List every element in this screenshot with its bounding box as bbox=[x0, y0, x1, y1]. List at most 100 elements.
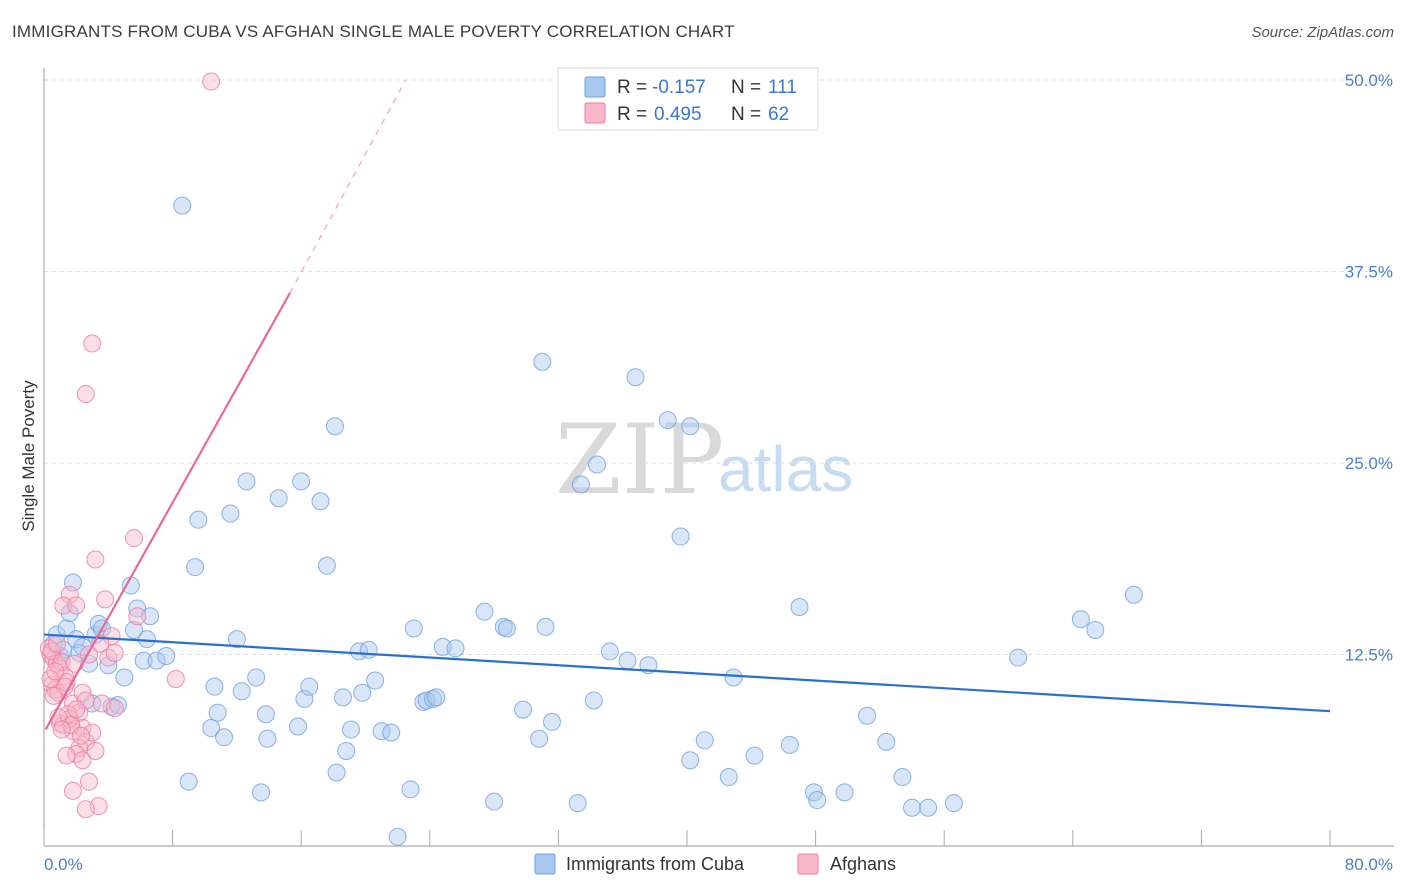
data-point bbox=[128, 607, 147, 626]
data-point bbox=[1086, 620, 1105, 639]
data-point bbox=[67, 596, 86, 615]
data-point bbox=[724, 668, 743, 687]
data-point bbox=[67, 630, 86, 649]
data-point bbox=[417, 691, 436, 710]
data-point bbox=[147, 651, 166, 670]
data-point bbox=[858, 706, 877, 725]
data-point bbox=[485, 792, 504, 811]
data-point bbox=[618, 651, 637, 670]
data-point bbox=[54, 596, 73, 615]
data-point bbox=[292, 472, 311, 491]
bottom-legend-label-afghans: Afghans bbox=[830, 854, 896, 874]
y-tick-labels: 12.5% 25.0% 37.5% 50.0% bbox=[1345, 71, 1393, 665]
x-tick-marks bbox=[43, 830, 1331, 846]
data-point bbox=[681, 751, 700, 770]
data-point bbox=[944, 794, 963, 813]
data-point bbox=[903, 798, 922, 817]
data-point bbox=[105, 643, 124, 662]
data-point bbox=[73, 719, 92, 738]
data-point bbox=[141, 607, 160, 626]
data-point bbox=[600, 642, 619, 661]
data-point bbox=[76, 385, 95, 404]
data-point bbox=[353, 683, 372, 702]
data-point bbox=[533, 352, 552, 371]
data-point bbox=[46, 662, 65, 681]
data-point bbox=[137, 630, 156, 649]
data-point bbox=[237, 472, 256, 491]
data-point bbox=[427, 688, 446, 707]
data-point bbox=[55, 666, 74, 685]
data-point bbox=[681, 417, 700, 436]
data-point bbox=[1009, 648, 1028, 667]
data-point bbox=[52, 720, 71, 739]
data-point bbox=[57, 746, 76, 765]
data-point bbox=[47, 634, 66, 653]
data-point bbox=[658, 411, 677, 430]
data-point bbox=[780, 735, 799, 754]
series-afghans bbox=[39, 72, 221, 819]
data-point bbox=[232, 682, 251, 701]
data-point bbox=[288, 717, 307, 736]
data-point bbox=[105, 699, 124, 718]
data-point bbox=[530, 729, 549, 748]
data-point bbox=[401, 780, 420, 799]
data-point bbox=[475, 602, 494, 621]
data-point bbox=[919, 798, 938, 817]
data-point bbox=[366, 671, 385, 690]
data-point bbox=[300, 677, 319, 696]
data-point bbox=[514, 700, 533, 719]
series-legend: Immigrants from Cuba Afghans bbox=[534, 853, 896, 875]
watermark-atlas: atlas bbox=[718, 433, 853, 505]
data-point bbox=[372, 722, 391, 741]
trend-line-afghans bbox=[44, 292, 291, 731]
data-point bbox=[202, 72, 221, 91]
data-point bbox=[497, 619, 516, 638]
data-point bbox=[86, 550, 105, 569]
bottom-legend-label-cuba: Immigrants from Cuba bbox=[566, 854, 745, 874]
data-point bbox=[342, 720, 361, 739]
grid-lines bbox=[44, 79, 1394, 655]
data-point bbox=[325, 417, 344, 436]
data-point bbox=[388, 827, 407, 846]
data-point bbox=[424, 689, 443, 708]
data-point bbox=[76, 800, 95, 819]
data-point bbox=[86, 742, 105, 761]
data-point bbox=[584, 691, 603, 710]
watermark: ZIP atlas bbox=[555, 404, 853, 516]
bottom-legend-swatch-afghans bbox=[797, 853, 819, 875]
data-point bbox=[173, 196, 192, 215]
legend-swatch-afghans bbox=[584, 102, 606, 124]
data-point bbox=[166, 670, 185, 689]
chart-source: Source: ZipAtlas.com bbox=[1251, 24, 1394, 41]
data-point bbox=[790, 598, 809, 617]
data-point bbox=[571, 475, 590, 494]
x-tick-label-min: 0.0% bbox=[44, 855, 83, 874]
data-point bbox=[157, 647, 176, 666]
data-point bbox=[80, 772, 99, 791]
data-point bbox=[205, 677, 224, 696]
data-point bbox=[208, 703, 227, 722]
legend-n-label-afghans: N = bbox=[731, 104, 761, 125]
data-point bbox=[99, 648, 118, 667]
y-tick-label: 12.5% bbox=[1345, 646, 1393, 665]
data-point bbox=[350, 642, 369, 661]
data-point bbox=[626, 368, 645, 387]
data-point bbox=[258, 729, 277, 748]
data-point bbox=[695, 731, 714, 750]
data-point bbox=[719, 768, 738, 787]
data-point bbox=[60, 585, 79, 604]
data-point bbox=[179, 772, 198, 791]
data-point bbox=[256, 705, 275, 724]
data-point bbox=[808, 791, 827, 810]
data-point bbox=[311, 492, 330, 511]
chart-title: IMMIGRANTS FROM CUBA VS AFGHAN SINGLE MA… bbox=[12, 22, 735, 41]
data-point bbox=[1071, 610, 1090, 629]
data-point bbox=[745, 746, 764, 765]
data-point bbox=[1124, 585, 1143, 604]
data-point bbox=[835, 783, 854, 802]
data-point bbox=[215, 728, 234, 747]
data-point bbox=[108, 696, 127, 715]
data-point bbox=[587, 455, 606, 474]
correlation-legend: R = -0.157 N = 111 R = 0.495 N = 62 bbox=[557, 67, 819, 131]
